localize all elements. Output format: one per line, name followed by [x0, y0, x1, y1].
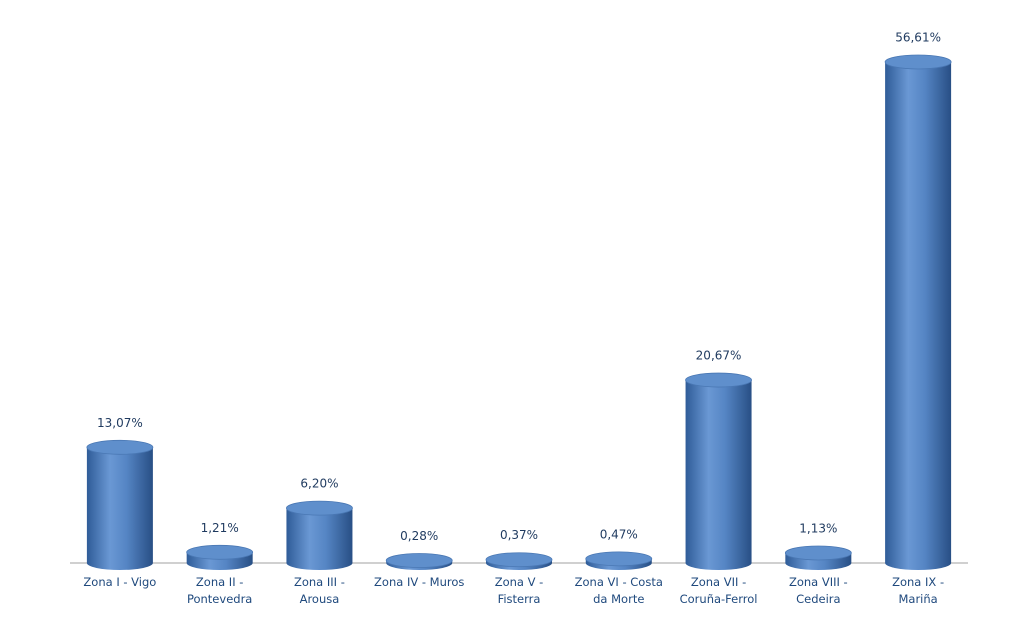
bar-top [784, 545, 852, 561]
x-tick-label: Zona IV - Muros [374, 575, 465, 589]
x-tick-label: Zona VIII - Cedeira [788, 575, 848, 606]
bar-top [186, 544, 254, 560]
bar [86, 447, 153, 570]
bar [885, 62, 952, 570]
data-label: 0,37% [500, 528, 538, 542]
bar-top [485, 552, 553, 568]
data-label: 56,61% [895, 31, 941, 45]
bar-top [685, 372, 752, 388]
data-label: 1,21% [201, 521, 239, 535]
bar-top [286, 500, 353, 516]
bar-top [86, 439, 154, 455]
data-label: 13,07% [97, 416, 143, 430]
bar-top [385, 553, 453, 568]
x-tick-label: Zona VI - Costa da Morte [574, 575, 663, 606]
bar [286, 508, 353, 570]
bar [685, 380, 752, 570]
x-tick-label: Zona IX - Mariña [892, 575, 945, 606]
data-label: 0,28% [400, 529, 438, 543]
x-tick-label: Zona VII - Coruña-Ferrol [679, 575, 758, 606]
data-label: 6,20% [300, 477, 338, 491]
x-tick-label: Zona II - Pontevedra [186, 575, 253, 606]
x-tick-label: Zona I - Vigo [83, 575, 157, 589]
data-label: 1,13% [799, 521, 837, 535]
data-label: 0,47% [600, 527, 638, 541]
x-tick-label: Zona V - Fisterra [494, 575, 544, 606]
data-label: 20,67% [696, 349, 742, 363]
bar-top [884, 54, 952, 70]
bar-top [585, 551, 653, 567]
x-tick-label: Zona III - Arousa [293, 575, 345, 606]
